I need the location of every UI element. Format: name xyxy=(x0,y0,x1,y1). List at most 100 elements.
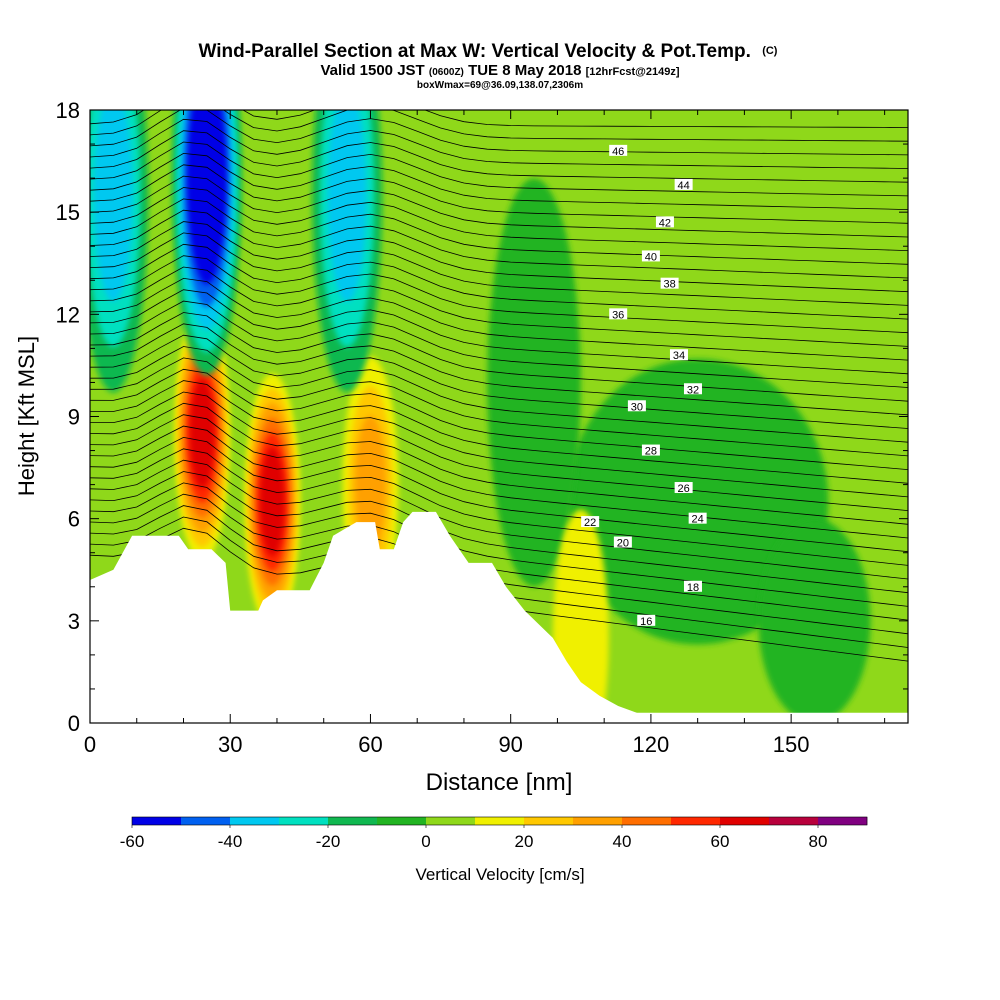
contour-label: 34 xyxy=(669,349,688,362)
w-cell-5 xyxy=(93,110,133,302)
contour-label-box xyxy=(688,512,707,524)
x-axis-label: Distance [nm] xyxy=(426,769,573,796)
w-region-weak-sink xyxy=(487,178,581,587)
colorbar-swatch xyxy=(230,817,280,825)
contour-label-box xyxy=(641,250,660,262)
theta-contour-line xyxy=(90,175,908,238)
colorbar-frame xyxy=(131,816,868,826)
theta-contour-line xyxy=(90,471,908,594)
colorbar-swatch xyxy=(573,817,623,825)
colorbar-tick-label: 80 xyxy=(809,832,828,851)
forecast-info: [12hrFcst@2149z] xyxy=(586,66,680,78)
theta-contour-line xyxy=(90,289,908,375)
contour-label-box xyxy=(674,178,693,190)
contour-label-text: 32 xyxy=(687,384,699,396)
theta-contour-line xyxy=(90,380,908,484)
colorbar-swatch xyxy=(671,817,721,825)
x-tick-label: 60 xyxy=(358,732,382,757)
w-region-weak-sink xyxy=(758,518,871,723)
terrain xyxy=(90,511,908,723)
theta-contour-line xyxy=(90,130,908,183)
contour-label-box xyxy=(660,277,679,289)
w-cell-1 xyxy=(259,447,285,557)
theta-contour-line xyxy=(90,255,908,334)
box-wmax-info: boxWmax=69@36.09,138.07,2306m xyxy=(417,80,583,91)
colorbar-tick-labels: -60 -40 -20 0 20 40 60 80 xyxy=(120,832,828,851)
theta-contour-line xyxy=(90,493,908,621)
colorbar-label: Vertical Velocity [cm/s] xyxy=(415,865,584,884)
contour-label: 32 xyxy=(683,383,702,396)
w-cell-4 xyxy=(191,110,223,262)
colorbar-swatch xyxy=(328,817,378,825)
colorbar-swatch xyxy=(818,817,868,825)
chart-title: Wind-Parallel Section at Max W: Vertical… xyxy=(199,41,751,62)
contour-label-box xyxy=(674,482,693,494)
contour-label-box xyxy=(613,536,632,548)
colorbar-tick-label: 0 xyxy=(421,832,430,851)
theta-contour-line xyxy=(90,110,908,128)
plot-area: 16 18 20 22 24 26 28 30 32 34 36 38 40 42 44 46 xyxy=(90,110,908,723)
colorbar-tick-label: 40 xyxy=(613,832,632,851)
contour-label-box xyxy=(609,144,628,156)
contour-label-text: 36 xyxy=(612,309,624,321)
theta-contour-line xyxy=(90,187,908,251)
theta-contour-line xyxy=(90,368,908,470)
contour-label-text: 30 xyxy=(631,401,643,413)
colorbar-swatch xyxy=(279,817,329,825)
contour-label: 30 xyxy=(627,400,646,413)
x-tick-label: 0 xyxy=(84,732,96,757)
colorbar-tick-label: 60 xyxy=(711,832,730,851)
y-tick-label: 0 xyxy=(68,711,80,736)
contour-label-text: 16 xyxy=(640,616,652,628)
theta-contour-line xyxy=(90,198,908,265)
potential-temperature-contours xyxy=(90,110,908,662)
w-cell-3 xyxy=(552,509,609,723)
svg-text:Valid 1500 JST (0600Z): Valid 1500 JST (0600Z) TUE 8 May 2018 [1… xyxy=(320,62,679,79)
colorbar-tick-label: -40 xyxy=(218,832,243,851)
theta-contour-line xyxy=(90,266,908,347)
contour-label-text: 34 xyxy=(673,350,685,362)
theta-contour-line xyxy=(90,209,908,279)
theta-contour-line xyxy=(90,346,908,443)
contour-label-box xyxy=(609,308,628,320)
copyright-mark: (C) xyxy=(762,45,778,57)
contour-label: 36 xyxy=(609,308,628,321)
theta-contour-line xyxy=(90,300,908,388)
contour-label-text: 42 xyxy=(659,217,671,229)
contour-label: 18 xyxy=(683,580,702,594)
valid-date: TUE 8 May 2018 xyxy=(468,62,581,79)
theta-contour-line xyxy=(90,414,908,525)
x-tick-label: 150 xyxy=(773,732,810,757)
contour-label-box xyxy=(683,580,702,592)
theta-contour-line xyxy=(90,152,908,210)
colorbar-swatch xyxy=(524,817,574,825)
colorbar-tick-label: -60 xyxy=(120,832,145,851)
contour-label-box xyxy=(683,383,702,395)
colorbar-swatch xyxy=(377,817,427,825)
colorbar-swatch xyxy=(426,817,476,825)
y-tick-label: 18 xyxy=(56,98,80,123)
contour-labels: 16 18 20 22 24 26 28 30 32 34 36 38 40 42 44 46 xyxy=(581,144,707,628)
contour-label: 38 xyxy=(660,277,679,291)
axis-ticks xyxy=(89,109,908,724)
colorbar-swatch xyxy=(622,817,672,825)
contour-label-text: 28 xyxy=(645,446,657,458)
theta-contour-line xyxy=(90,334,908,429)
theta-contour-line xyxy=(90,448,908,566)
colorbar-swatch xyxy=(181,817,231,825)
x-tick-labels: 0 30 60 90 120 150 xyxy=(84,732,810,757)
colorbar-swatch xyxy=(132,817,182,825)
colorbar-swatch xyxy=(475,817,525,825)
contour-label: 24 xyxy=(688,512,707,526)
theta-contour-line xyxy=(90,357,908,457)
theta-contour-line xyxy=(90,402,908,511)
contour-label-text: 22 xyxy=(584,517,596,529)
contour-label-text: 46 xyxy=(612,146,624,158)
svg-text:Wind-Parallel Section at Max W: Wind-Parallel Section at Max W: Vertical… xyxy=(199,41,778,62)
theta-contour-line xyxy=(90,391,908,498)
contour-label-text: 24 xyxy=(692,514,704,526)
contour-label: 40 xyxy=(641,250,660,263)
theta-contour-line xyxy=(90,110,908,156)
contour-label-text: 18 xyxy=(687,582,699,594)
contour-label-box xyxy=(655,216,674,228)
